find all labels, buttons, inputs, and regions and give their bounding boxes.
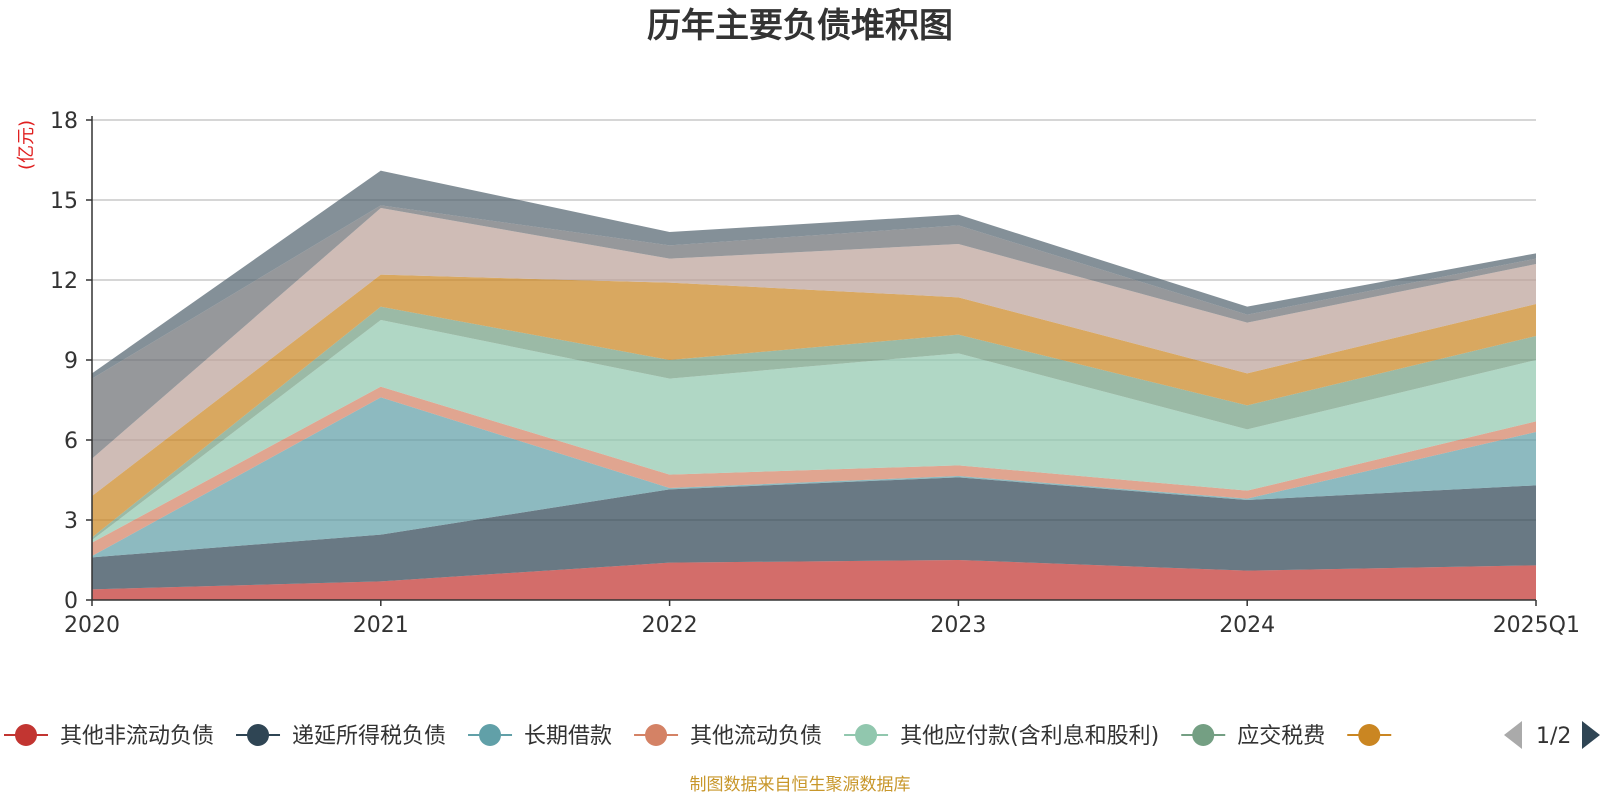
legend-label: 其他流动负债 bbox=[690, 724, 822, 749]
source-note: 制图数据来自恒生聚源数据库 bbox=[690, 775, 911, 795]
area-series-0 bbox=[92, 560, 1536, 600]
legend-page-indicator: 1/2 bbox=[1536, 724, 1571, 749]
legend-item-0[interactable]: 其他非流动负债 bbox=[4, 724, 214, 749]
legend-circle-icon bbox=[479, 724, 502, 746]
y-tick-label-18: 18 bbox=[50, 109, 78, 134]
legend-label: 长期借款 bbox=[524, 724, 612, 749]
y-tick-label-6: 6 bbox=[64, 429, 78, 454]
legend-label: 应交税费 bbox=[1237, 724, 1325, 749]
legend-circle-icon bbox=[247, 724, 270, 746]
area-series-layer bbox=[92, 170, 1536, 600]
legend-circle-icon bbox=[855, 724, 878, 746]
area-series-7 bbox=[92, 208, 1536, 496]
y-tick-label-0: 0 bbox=[64, 589, 78, 614]
chart-title: 历年主要负债堆积图 bbox=[647, 6, 953, 46]
legend-item-2[interactable]: 长期借款 bbox=[468, 724, 612, 749]
y-tick-label-3: 3 bbox=[64, 509, 78, 534]
y-tick-label-9: 9 bbox=[64, 349, 78, 374]
y-tick-label-15: 15 bbox=[50, 189, 78, 214]
triangle-left-icon[interactable] bbox=[1504, 721, 1522, 749]
area-series-2 bbox=[92, 397, 1536, 558]
area-series-1 bbox=[92, 477, 1536, 590]
legend: 其他非流动负债 递延所得税负债 长期借款 其他流动负债 其他应付款(含利息和股利) 应交税… bbox=[4, 721, 1600, 749]
legend-item-1[interactable]: 递延所得税负债 bbox=[236, 724, 446, 749]
legend-item-4[interactable]: 其他应付款(含利息和股利) bbox=[844, 724, 1159, 749]
x-tick-label-2024: 2024 bbox=[1219, 613, 1275, 638]
x-tick-label-2022: 2022 bbox=[642, 613, 698, 638]
area-series-4 bbox=[92, 320, 1536, 543]
y-tick-label-12: 12 bbox=[50, 269, 78, 294]
legend-circle-icon bbox=[1192, 724, 1215, 746]
axes: 0 3 6 9 12 15 18 2020 2021 2022 2023 2024 2025Q1 bbox=[50, 109, 1580, 638]
area-series-5 bbox=[92, 306, 1536, 540]
x-tick-label-2023: 2023 bbox=[930, 613, 986, 638]
x-tick-label-2021: 2021 bbox=[353, 613, 409, 638]
legend-label: 递延所得税负债 bbox=[292, 724, 446, 749]
y-axis-unit-label: (亿元) bbox=[16, 120, 37, 170]
legend-item-3[interactable]: 其他流动负债 bbox=[634, 724, 822, 749]
legend-label: 其他应付款(含利息和股利) bbox=[900, 724, 1159, 749]
triangle-right-icon[interactable] bbox=[1582, 721, 1600, 749]
legend-item-6[interactable] bbox=[1347, 724, 1392, 746]
legend-item-5[interactable]: 应交税费 bbox=[1181, 724, 1325, 749]
legend-circle-icon bbox=[1358, 724, 1381, 746]
x-tick-label-2025Q1: 2025Q1 bbox=[1493, 613, 1580, 638]
legend-label: 其他非流动负债 bbox=[60, 724, 214, 749]
area-series-3 bbox=[92, 386, 1536, 556]
legend-circle-icon bbox=[645, 724, 668, 746]
legend-circle-icon bbox=[15, 724, 37, 746]
x-tick-label-2020: 2020 bbox=[64, 613, 120, 638]
area-series-6 bbox=[92, 274, 1536, 538]
